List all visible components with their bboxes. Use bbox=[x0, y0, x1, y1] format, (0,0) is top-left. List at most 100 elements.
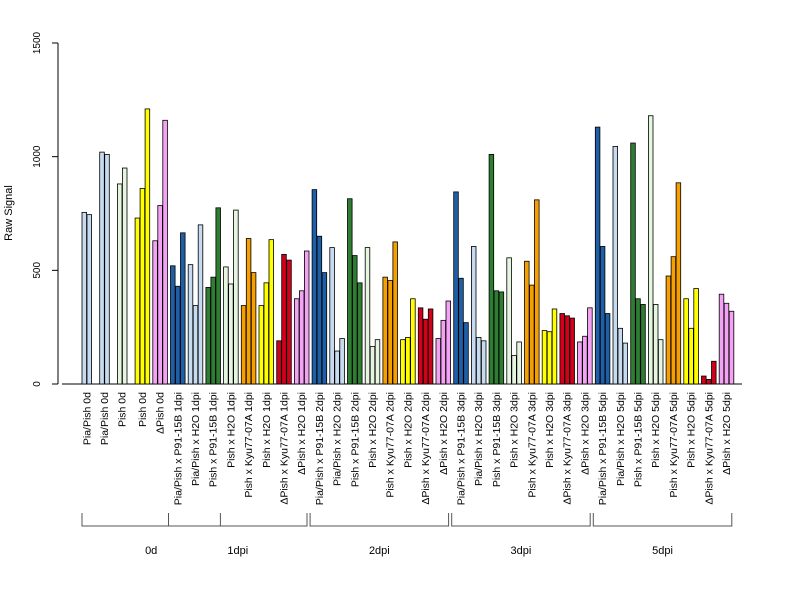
category-label: Pia/Pish x P91-15B 3dpi bbox=[456, 392, 468, 505]
category-label: Pish x Kyu77-07A 3dpi bbox=[526, 392, 538, 498]
bar bbox=[569, 317, 575, 385]
category-label: ΔPish x Kyu77-07A 3dpi bbox=[562, 392, 574, 505]
category-label: Pia/Pish x H2O 3dpi bbox=[473, 392, 485, 486]
y-axis-title: Raw Signal bbox=[3, 185, 15, 241]
bar bbox=[387, 280, 393, 385]
bar bbox=[458, 277, 464, 385]
bar bbox=[551, 308, 558, 385]
bar bbox=[223, 266, 229, 385]
bar bbox=[170, 265, 176, 385]
group-bracket bbox=[309, 513, 450, 527]
bar bbox=[635, 298, 641, 385]
bar bbox=[240, 305, 247, 385]
bar bbox=[152, 240, 158, 385]
bar bbox=[405, 336, 411, 385]
bar bbox=[233, 209, 239, 385]
group-bracket bbox=[592, 513, 733, 527]
group-bracket bbox=[81, 513, 221, 527]
bar bbox=[369, 346, 376, 385]
bar bbox=[339, 338, 345, 385]
bar bbox=[187, 264, 194, 385]
bar bbox=[258, 305, 264, 385]
bar bbox=[498, 291, 505, 385]
group-bracket bbox=[451, 513, 591, 527]
category-label: Pish x H2O 5dpi bbox=[650, 392, 662, 468]
bar bbox=[630, 142, 636, 385]
category-labels: Pia/Pish 0d Pia/Pish 0d Pish 0d Pish 0d ΔPis… bbox=[81, 392, 733, 505]
bar bbox=[612, 146, 618, 385]
category-label: Pish x H2O 3dpi bbox=[509, 392, 521, 468]
bar bbox=[453, 191, 459, 385]
bar bbox=[718, 293, 725, 385]
bar bbox=[263, 282, 269, 385]
y-tick-label: 1500 bbox=[32, 31, 43, 54]
bar bbox=[480, 340, 487, 385]
bar bbox=[122, 167, 128, 385]
bars bbox=[81, 108, 735, 385]
group-label: 0d bbox=[145, 545, 157, 557]
y-ticks: 0 500 1000 1500 bbox=[32, 31, 58, 387]
bar bbox=[374, 339, 381, 385]
group-brackets: 0d 1dpi 2dpi 3dpi 5dpi bbox=[81, 513, 733, 557]
bar bbox=[658, 339, 664, 385]
category-label: Pish x H2O 2dpi bbox=[367, 392, 379, 468]
category-label: Pia/Pish x H2O 1dpi bbox=[190, 392, 202, 486]
group-label: 1dpi bbox=[227, 545, 248, 557]
bar bbox=[144, 108, 151, 385]
bar bbox=[175, 285, 181, 385]
bar bbox=[303, 250, 310, 385]
bar bbox=[134, 217, 141, 385]
bar bbox=[281, 254, 287, 385]
group-bracket bbox=[168, 513, 308, 527]
bar bbox=[427, 308, 434, 385]
bar bbox=[622, 342, 628, 385]
bar bbox=[706, 379, 712, 385]
bar bbox=[417, 307, 424, 385]
y-tick-label: 500 bbox=[32, 262, 43, 279]
bar bbox=[693, 288, 699, 385]
bar bbox=[648, 115, 654, 385]
bar bbox=[599, 246, 606, 385]
y-tick-label: 1000 bbox=[32, 145, 43, 168]
bar bbox=[311, 189, 318, 385]
category-label: Pia/Pish x P91-15B 2dpi bbox=[314, 392, 326, 505]
bar bbox=[321, 272, 328, 385]
bar bbox=[81, 211, 87, 385]
bar bbox=[665, 275, 672, 385]
bar bbox=[215, 207, 221, 385]
bar bbox=[723, 302, 730, 385]
bar bbox=[276, 340, 282, 385]
group-label: 3dpi bbox=[511, 545, 532, 557]
bar bbox=[582, 335, 588, 385]
bar bbox=[529, 284, 535, 385]
bar bbox=[587, 307, 593, 385]
bar bbox=[157, 205, 163, 385]
bar bbox=[546, 331, 553, 385]
category-label: ΔPish x H2O 1dpi bbox=[296, 392, 308, 475]
bar bbox=[139, 188, 146, 385]
group-label: 2dpi bbox=[369, 545, 390, 557]
bar bbox=[250, 272, 257, 385]
bar bbox=[298, 290, 305, 385]
category-label: Pish x P91-15B 1dpi bbox=[208, 392, 220, 487]
bar bbox=[352, 255, 358, 385]
bar bbox=[228, 283, 234, 385]
bar bbox=[364, 247, 371, 385]
bar bbox=[511, 355, 517, 385]
bar bbox=[435, 338, 441, 385]
category-label: Pia/Pish 0d bbox=[99, 392, 111, 445]
y-tick-label: 0 bbox=[32, 381, 43, 387]
bar bbox=[410, 298, 416, 385]
category-label: ΔPish x H2O 2dpi bbox=[438, 392, 450, 475]
bar bbox=[357, 282, 363, 385]
bar bbox=[440, 319, 446, 385]
bar bbox=[470, 246, 477, 385]
bar bbox=[422, 318, 429, 385]
bar bbox=[180, 232, 186, 385]
bar bbox=[104, 153, 110, 385]
bar bbox=[640, 304, 646, 385]
bar bbox=[245, 238, 252, 385]
bar bbox=[701, 375, 707, 385]
category-label: Pia/Pish x H2O 2dpi bbox=[332, 392, 344, 486]
